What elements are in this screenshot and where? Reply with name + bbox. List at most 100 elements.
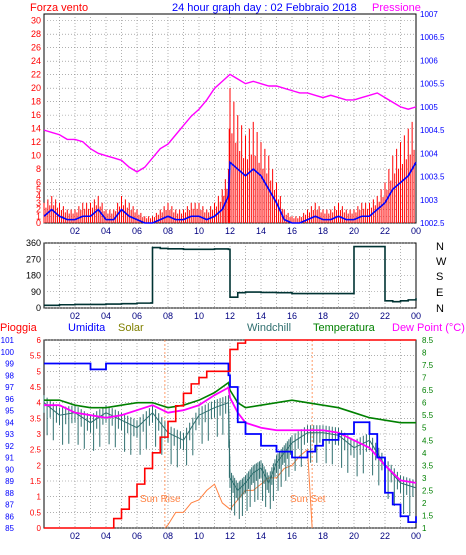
wind-speed-label: Forza vento (30, 2, 88, 14)
humidity-y-tick-label: 92 (5, 442, 14, 451)
rain-y-tick-label: 4 (37, 399, 42, 408)
wind-y-tick-label: 3 (36, 198, 41, 208)
wind-pressure-x-tick-label: 12 (225, 226, 235, 236)
humidity-y-tick-label: 88 (5, 489, 14, 498)
pressure-y-tick-label: 1003.5 (420, 173, 445, 182)
direction-letter-n-bottom: N (436, 303, 444, 315)
pressure-y-tick-label: 1004.5 (420, 126, 445, 135)
wind-average-line (43, 160, 417, 224)
wind-y-tick-label: 18 (31, 97, 41, 107)
humidity-y-tick-label: 86 (5, 512, 14, 521)
dewpoint-label: Dew Point (°C) (392, 322, 465, 334)
chart-title: 24 hour graph day : 02 Febbraio 2018 (172, 2, 357, 14)
humidity-y-tick-label: 94 (5, 418, 14, 427)
rain-humidity-x-tick-label: 20 (349, 531, 359, 541)
temperature-y-tick-label: 3 (422, 474, 427, 483)
wind-pressure-x-tick-label: 08 (163, 226, 173, 236)
rain-y-tick-label: 1.5 (30, 477, 42, 486)
wind-y-tick-label: 5 (36, 184, 41, 194)
humidity-y-tick-label: 99 (5, 360, 14, 369)
wind-y-tick-label: 14 (31, 124, 41, 134)
wind-pressure-x-tick-label: 18 (318, 226, 328, 236)
rain-humidity-x-tick-label: 02 (70, 531, 80, 541)
temperature-y-tick-label: 6 (422, 399, 427, 408)
temperature-y-tick-label: 8.5 (422, 336, 434, 345)
humidity-y-tick-label: 101 (1, 336, 15, 345)
temperature-y-tick-label: 2.5 (422, 486, 434, 495)
rain-y-tick-label: 1 (37, 493, 42, 502)
wind-pressure-x-tick-label: 06 (132, 226, 142, 236)
wind-y-tick-label: 26 (31, 43, 41, 53)
rain-humidity-x-tick-label: 14 (256, 531, 266, 541)
wind-direction-line (44, 245, 417, 307)
rain-humidity-x-tick-label: 00 (411, 531, 421, 541)
temperature-y-tick-label: 1.5 (422, 511, 434, 520)
direction-y-tick-label: 90 (31, 287, 41, 297)
rain-y-tick-label: 2.5 (30, 446, 42, 455)
wind-y-tick-label: 0 (36, 218, 41, 228)
wind-direction-x-tick-label: 20 (349, 311, 359, 321)
wind-y-tick-label: 16 (31, 110, 41, 120)
sunrise-annotation: Sun Rise (140, 494, 181, 505)
wind-y-tick-label: 1 (36, 211, 41, 221)
direction-y-tick-label: 0 (36, 303, 41, 313)
wind-pressure-x-tick-label: 00 (411, 226, 421, 236)
humidity-y-tick-label: 89 (5, 477, 14, 486)
rain-y-tick-label: 0 (37, 524, 42, 533)
direction-y-tick-label: 270 (26, 254, 41, 264)
temperature-y-tick-label: 7 (422, 374, 427, 383)
temperature-y-tick-label: 1 (422, 524, 427, 533)
direction-y-tick-label: 360 (26, 238, 41, 248)
temperature-y-tick-label: 5 (422, 424, 427, 433)
wind-pressure-x-tick-label: 16 (287, 226, 297, 236)
pressure-y-tick-label: 1005.5 (420, 80, 445, 89)
temperature-y-tick-label: 7.5 (422, 361, 434, 370)
temperature-y-tick-label: 8 (422, 349, 427, 358)
rain-y-tick-label: 4.5 (30, 383, 42, 392)
direction-y-tick-label: 180 (26, 271, 41, 281)
wind-pressure-chart: 02 04 06 08 10 12 14 16 18 20 22 000123456810121416… (31, 10, 445, 236)
humidity-y-tick-label: 98 (5, 371, 14, 380)
windchill-label: Windchill (247, 322, 291, 334)
humidity-y-tick-label: 95 (5, 407, 14, 416)
temperature-y-tick-label: 5.5 (422, 411, 434, 420)
solar-label: Solar (118, 322, 144, 334)
humidity-y-tick-label: 97 (5, 383, 14, 392)
rain-humidity-x-tick-label: 12 (225, 531, 235, 541)
pressure-y-tick-label: 1005 (420, 103, 438, 112)
wind-y-tick-label: 8 (36, 164, 41, 174)
rain-y-tick-label: 5.5 (30, 352, 42, 361)
rain-humidity-x-tick-label: 18 (318, 531, 328, 541)
humidity-y-tick-label: 91 (5, 454, 14, 463)
rain-humidity-x-tick-label: 06 (132, 531, 142, 541)
wind-y-tick-label: 30 (31, 16, 41, 26)
wind-pressure-x-tick-label: 04 (101, 226, 111, 236)
rain-humidity-x-tick-label: 22 (380, 531, 390, 541)
rain-y-tick-label: 3.5 (30, 414, 42, 423)
wind-y-tick-label: 24 (31, 56, 41, 66)
wind-pressure-x-tick-label: 22 (380, 226, 390, 236)
wind-direction-x-tick-label: 04 (101, 311, 111, 321)
wind-y-tick-label: 20 (31, 83, 41, 93)
wind-direction-x-tick-label: 12 (225, 311, 235, 321)
temperature-line (44, 381, 416, 424)
wind-y-tick-label: 2 (36, 205, 41, 215)
humidity-y-tick-label: 93 (5, 430, 14, 439)
pressure-y-tick-label: 1006.5 (420, 33, 445, 42)
pressure-line (43, 73, 417, 173)
rain-y-tick-label: 6 (37, 336, 42, 345)
wind-y-tick-label: 6 (36, 178, 41, 188)
wind-y-tick-label: 10 (31, 151, 41, 161)
wind-direction-x-tick-label: 06 (132, 311, 142, 321)
temperature-label: Temperatura (313, 322, 376, 334)
humidity-label: Umidita (68, 322, 106, 334)
direction-letter-n-top: N (436, 241, 444, 253)
sunset-annotation: Sun Set (290, 494, 326, 505)
rain-y-tick-label: 5 (37, 367, 42, 376)
rain-humidity-temperature-chart: 02 04 06 08 10 12 14 16 18 20 22 008586878889909192… (1, 336, 434, 541)
temperature-y-tick-label: 3.5 (422, 461, 434, 470)
rain-humidity-x-tick-label: 08 (163, 531, 173, 541)
pressure-y-tick-label: 1007 (420, 10, 438, 19)
humidity-y-tick-label: 100 (1, 348, 15, 357)
wind-pressure-x-tick-label: 20 (349, 226, 359, 236)
